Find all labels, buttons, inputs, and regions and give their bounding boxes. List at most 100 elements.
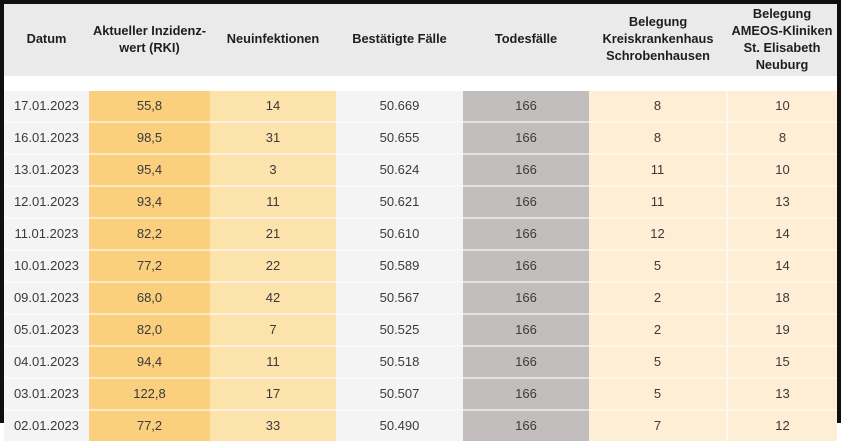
table-cell-bestaetigte_faelle: 50.518 bbox=[336, 345, 463, 379]
table-cell-datum: 03.01.2023 bbox=[4, 377, 89, 411]
table-row: 16.01.2023 98,5 31 50.655 166 8 8 bbox=[4, 121, 837, 155]
table-cell-datum: 02.01.2023 bbox=[4, 409, 89, 441]
table-cell-bestaetigte_faelle: 50.624 bbox=[336, 153, 463, 187]
table-cell-todesfaelle: 166 bbox=[463, 377, 589, 411]
table-cell-datum: 09.01.2023 bbox=[4, 281, 89, 315]
table-cell-datum: 10.01.2023 bbox=[4, 249, 89, 283]
table-cell-neuinfektionen: 11 bbox=[210, 185, 336, 219]
column-header-inzidenzwert: Aktueller Inzidenz- wert (RKI) bbox=[89, 4, 210, 91]
table-cell-belegung_ameos: 13 bbox=[726, 377, 837, 411]
table-cell-belegung_kreiskrankenhaus: 5 bbox=[589, 377, 727, 411]
table-cell-belegung_ameos: 14 bbox=[726, 217, 837, 251]
column-header-todesfaelle: Todesfälle bbox=[463, 4, 589, 91]
table-cell-bestaetigte_faelle: 50.507 bbox=[336, 377, 463, 411]
table-cell-inzidenzwert: 98,5 bbox=[89, 121, 210, 155]
table-row: 11.01.2023 82,2 21 50.610 166 12 14 bbox=[4, 217, 837, 251]
table-row: 12.01.2023 93,4 11 50.621 166 11 13 bbox=[4, 185, 837, 219]
table-cell-bestaetigte_faelle: 50.621 bbox=[336, 185, 463, 219]
table-cell-bestaetigte_faelle: 50.567 bbox=[336, 281, 463, 315]
table-cell-inzidenzwert: 55,8 bbox=[89, 83, 210, 123]
table-cell-neuinfektionen: 22 bbox=[210, 249, 336, 283]
table-cell-todesfaelle: 166 bbox=[463, 121, 589, 155]
table-cell-todesfaelle: 166 bbox=[463, 249, 589, 283]
table-row: 10.01.2023 77,2 22 50.589 166 5 14 bbox=[4, 249, 837, 283]
table-cell-datum: 16.01.2023 bbox=[4, 121, 89, 155]
table-cell-todesfaelle: 166 bbox=[463, 313, 589, 347]
table-cell-bestaetigte_faelle: 50.669 bbox=[336, 83, 463, 123]
table-cell-bestaetigte_faelle: 50.610 bbox=[336, 217, 463, 251]
table-cell-belegung_kreiskrankenhaus: 11 bbox=[589, 185, 727, 219]
table-cell-todesfaelle: 166 bbox=[463, 185, 589, 219]
table-cell-datum: 17.01.2023 bbox=[4, 83, 89, 123]
table-cell-inzidenzwert: 94,4 bbox=[89, 345, 210, 379]
table-cell-belegung_kreiskrankenhaus: 7 bbox=[589, 409, 727, 441]
table-cell-belegung_ameos: 8 bbox=[726, 121, 837, 155]
table-cell-belegung_kreiskrankenhaus: 2 bbox=[589, 313, 727, 347]
table-cell-belegung_ameos: 13 bbox=[726, 185, 837, 219]
table-cell-inzidenzwert: 82,2 bbox=[89, 217, 210, 251]
table-cell-belegung_kreiskrankenhaus: 11 bbox=[589, 153, 727, 187]
table-cell-neuinfektionen: 21 bbox=[210, 217, 336, 251]
table-row: 17.01.2023 55,8 14 50.669 166 8 10 bbox=[4, 83, 837, 123]
table-cell-bestaetigte_faelle: 50.655 bbox=[336, 121, 463, 155]
table-cell-todesfaelle: 166 bbox=[463, 217, 589, 251]
table-cell-neuinfektionen: 31 bbox=[210, 121, 336, 155]
table-row: 13.01.2023 95,4 3 50.624 166 11 10 bbox=[4, 153, 837, 187]
table-cell-belegung_ameos: 19 bbox=[726, 313, 837, 347]
table-cell-belegung_ameos: 18 bbox=[726, 281, 837, 315]
table-row: 04.01.2023 94,4 11 50.518 166 5 15 bbox=[4, 345, 837, 379]
table-cell-datum: 13.01.2023 bbox=[4, 153, 89, 187]
column-header-belegung-ameos: Belegung AMEOS-Kliniken St. Elisabeth Ne… bbox=[727, 4, 837, 91]
covid-statistics-table: Datum Aktueller Inzidenz- wert (RKI) Neu… bbox=[4, 4, 837, 441]
table-cell-neuinfektionen: 3 bbox=[210, 153, 336, 187]
column-header-datum: Datum bbox=[4, 4, 89, 91]
table-cell-datum: 05.01.2023 bbox=[4, 313, 89, 347]
table-cell-todesfaelle: 166 bbox=[463, 153, 589, 187]
table-cell-belegung_ameos: 12 bbox=[726, 409, 837, 441]
table-cell-inzidenzwert: 77,2 bbox=[89, 249, 210, 283]
table-cell-belegung_kreiskrankenhaus: 12 bbox=[589, 217, 727, 251]
column-header-belegung-kreiskrankenhaus: Belegung Kreiskrankenhaus Schrobenhausen bbox=[589, 4, 727, 91]
table-cell-datum: 11.01.2023 bbox=[4, 217, 89, 251]
table-cell-belegung_ameos: 10 bbox=[726, 153, 837, 187]
column-header-bestaetigte-faelle: Bestätigte Fälle bbox=[336, 4, 463, 91]
table-cell-belegung_kreiskrankenhaus: 5 bbox=[589, 345, 727, 379]
table-cell-todesfaelle: 166 bbox=[463, 409, 589, 441]
table-cell-inzidenzwert: 95,4 bbox=[89, 153, 210, 187]
table-cell-inzidenzwert: 122,8 bbox=[89, 377, 210, 411]
table-header: Datum Aktueller Inzidenz- wert (RKI) Neu… bbox=[4, 4, 837, 91]
header-row: Datum Aktueller Inzidenz- wert (RKI) Neu… bbox=[4, 4, 837, 91]
table-cell-belegung_ameos: 15 bbox=[726, 345, 837, 379]
table-cell-belegung_ameos: 10 bbox=[726, 83, 837, 123]
table-cell-belegung_ameos: 14 bbox=[726, 249, 837, 283]
table-cell-inzidenzwert: 68,0 bbox=[89, 281, 210, 315]
table-cell-belegung_kreiskrankenhaus: 8 bbox=[589, 83, 727, 123]
table-cell-neuinfektionen: 33 bbox=[210, 409, 336, 441]
table-cell-todesfaelle: 166 bbox=[463, 345, 589, 379]
table-cell-belegung_kreiskrankenhaus: 5 bbox=[589, 249, 727, 283]
table-cell-belegung_kreiskrankenhaus: 2 bbox=[589, 281, 727, 315]
table-cell-neuinfektionen: 7 bbox=[210, 313, 336, 347]
table-cell-todesfaelle: 166 bbox=[463, 83, 589, 123]
table-cell-belegung_kreiskrankenhaus: 8 bbox=[589, 121, 727, 155]
table-row: 09.01.2023 68,0 42 50.567 166 2 18 bbox=[4, 281, 837, 315]
table-cell-inzidenzwert: 82,0 bbox=[89, 313, 210, 347]
table-cell-inzidenzwert: 77,2 bbox=[89, 409, 210, 441]
table-cell-bestaetigte_faelle: 50.525 bbox=[336, 313, 463, 347]
table-cell-todesfaelle: 166 bbox=[463, 281, 589, 315]
table-cell-neuinfektionen: 42 bbox=[210, 281, 336, 315]
column-header-neuinfektionen: Neuinfektionen bbox=[210, 4, 336, 91]
table-cell-datum: 12.01.2023 bbox=[4, 185, 89, 219]
table-row: 05.01.2023 82,0 7 50.525 166 2 19 bbox=[4, 313, 837, 347]
table-row: 02.01.2023 77,2 33 50.490 166 7 12 bbox=[4, 409, 837, 441]
table-cell-neuinfektionen: 17 bbox=[210, 377, 336, 411]
table-cell-datum: 04.01.2023 bbox=[4, 345, 89, 379]
table-cell-neuinfektionen: 14 bbox=[210, 83, 336, 123]
table-body: 17.01.2023 55,8 14 50.669 166 8 10 16.01.2023 98… bbox=[4, 83, 837, 441]
table-cell-inzidenzwert: 93,4 bbox=[89, 185, 210, 219]
table-cell-neuinfektionen: 11 bbox=[210, 345, 336, 379]
table-cell-bestaetigte_faelle: 50.589 bbox=[336, 249, 463, 283]
table-cell-bestaetigte_faelle: 50.490 bbox=[336, 409, 463, 441]
table-row: 03.01.2023 122,8 17 50.507 166 5 13 bbox=[4, 377, 837, 411]
